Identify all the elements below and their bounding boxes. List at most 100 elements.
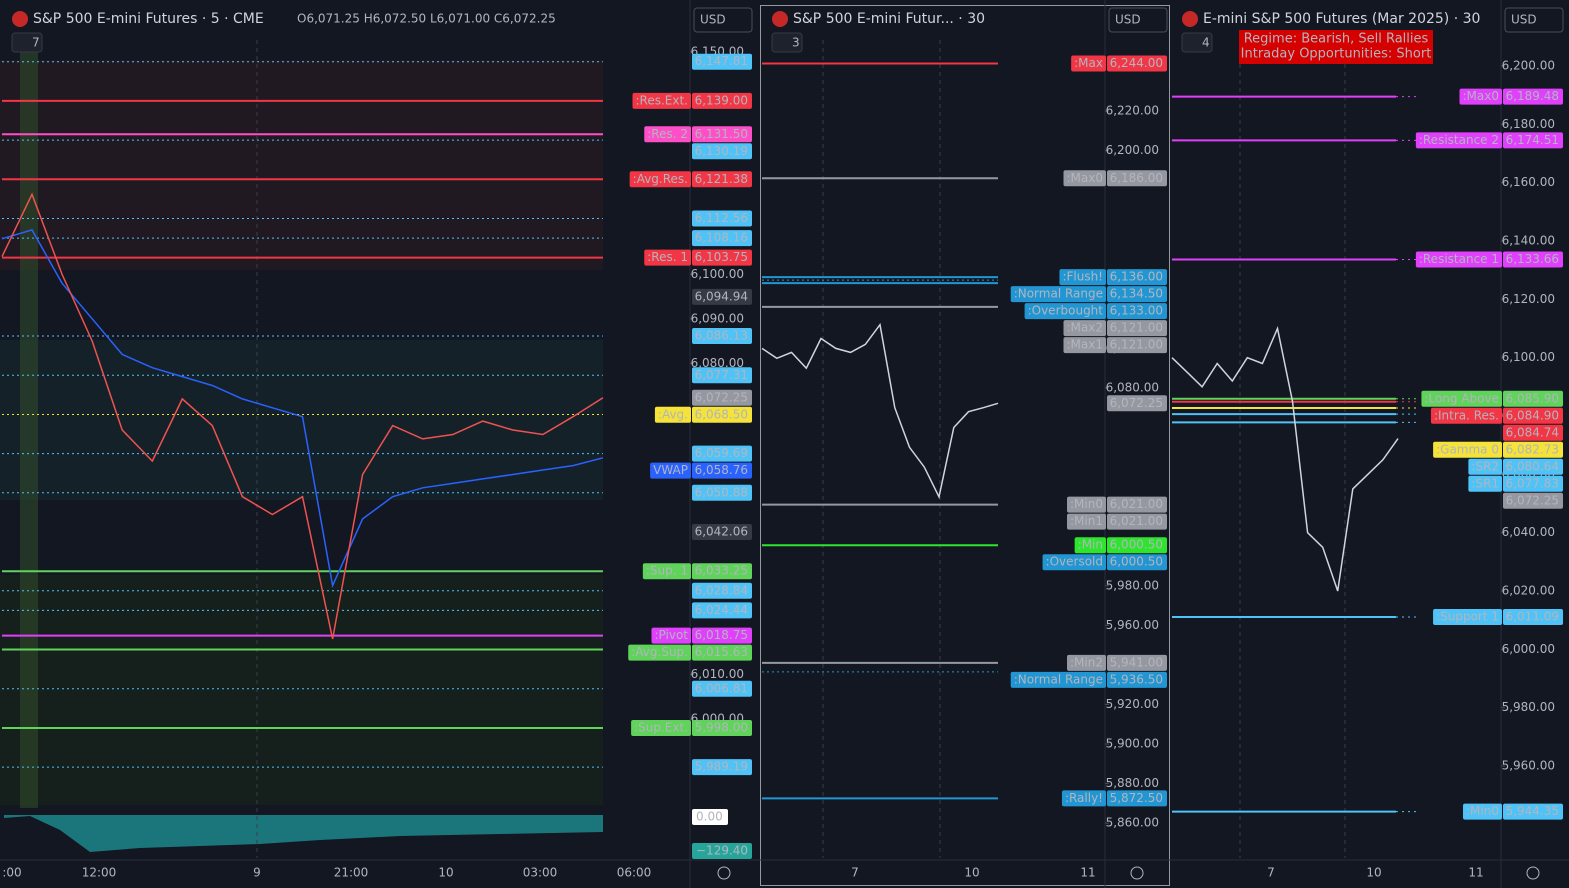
level-name: :Resistance 2 bbox=[1419, 133, 1499, 147]
level-name: :Min0 bbox=[1070, 497, 1103, 511]
price-label-box bbox=[692, 627, 752, 644]
price-label-box bbox=[1107, 395, 1167, 412]
level-name-box bbox=[1415, 251, 1502, 268]
price-label-box bbox=[1107, 671, 1167, 688]
currency-select[interactable] bbox=[1108, 7, 1168, 33]
time-label: 10 bbox=[964, 866, 979, 880]
price-label-box bbox=[692, 524, 752, 541]
price-label-box bbox=[692, 680, 752, 697]
price-label-box bbox=[1107, 320, 1167, 337]
price-label-box bbox=[692, 53, 752, 70]
level-name: :Rally! bbox=[1065, 791, 1103, 805]
time-label: 12:00 bbox=[82, 866, 117, 880]
price-label-box bbox=[692, 406, 752, 423]
level-name-box bbox=[1024, 303, 1106, 320]
level-name: :Max2 bbox=[1067, 321, 1104, 335]
indicator-count: 7 bbox=[32, 36, 40, 50]
price-label: 5,941.00 bbox=[1110, 655, 1163, 669]
price-line bbox=[1171, 326, 1399, 592]
price-label-box bbox=[1107, 269, 1167, 286]
panel-title[interactable]: S&P 500 E-mini Futur... · 30 bbox=[793, 11, 985, 27]
level-name: :Normal Range bbox=[1014, 672, 1103, 686]
price-label: 6,006.81 bbox=[695, 681, 748, 695]
level-name-box bbox=[1415, 132, 1502, 149]
currency-select[interactable] bbox=[1504, 7, 1564, 33]
price-label: 6,077.31 bbox=[695, 368, 748, 382]
indicators-toggle[interactable] bbox=[1181, 32, 1213, 53]
panel-title[interactable]: S&P 500 E-mini Futures · 5 · CME bbox=[33, 11, 264, 27]
settings-icons[interactable] bbox=[717, 866, 1540, 880]
price-label-box bbox=[692, 719, 752, 736]
price-label: 6,000.50 bbox=[1110, 538, 1163, 552]
settings-icon[interactable] bbox=[717, 866, 731, 880]
price-label: 6,028.84 bbox=[695, 583, 748, 597]
level-name: :Max0 bbox=[1463, 89, 1500, 103]
symbol-logo bbox=[772, 11, 788, 27]
level-name-box bbox=[1468, 475, 1502, 492]
price-label: 6,121.00 bbox=[1110, 338, 1163, 352]
price-label-box bbox=[692, 328, 752, 345]
price-label-box bbox=[692, 249, 752, 266]
price-label-box bbox=[692, 582, 752, 599]
price-label-box bbox=[1503, 390, 1563, 407]
price-label-box bbox=[1503, 132, 1563, 149]
time-label: 10 bbox=[1366, 866, 1381, 880]
level-name: :Gamma 0 bbox=[1436, 442, 1499, 456]
price-label-box bbox=[692, 288, 752, 305]
price-label: 6,147.81 bbox=[695, 54, 748, 68]
level-name-box bbox=[1459, 88, 1502, 105]
price-label-box bbox=[1503, 251, 1563, 268]
level-name: :Max0 bbox=[1067, 171, 1104, 185]
price-label: 6,136.00 bbox=[1110, 270, 1163, 284]
time-label: 10 bbox=[438, 866, 453, 880]
panel-title[interactable]: E-mini S&P 500 Futures (Mar 2025) · 30 bbox=[1203, 11, 1480, 27]
price-label: 6,033.25 bbox=[695, 564, 748, 578]
indicator-count: 3 bbox=[792, 36, 800, 50]
time-label: 9 bbox=[253, 866, 261, 880]
settings-icon[interactable] bbox=[1526, 866, 1540, 880]
level-name-box bbox=[1463, 803, 1502, 820]
price-label: 6,024.44 bbox=[695, 603, 748, 617]
price-label: 6,021.00 bbox=[1110, 514, 1163, 528]
y-tick-label: 5,880.00 bbox=[1106, 776, 1159, 790]
y-tick-label: 5,980.00 bbox=[1502, 700, 1555, 714]
active-panel-border bbox=[760, 5, 1170, 886]
y-tick-label: 5,920.00 bbox=[1106, 697, 1159, 711]
price-label: 6,000.50 bbox=[1110, 555, 1163, 569]
price-label: 6,018.75 bbox=[695, 628, 748, 642]
session-band bbox=[20, 40, 38, 808]
currency-select[interactable] bbox=[693, 7, 753, 33]
price-label-box bbox=[692, 445, 752, 462]
support-zone bbox=[0, 575, 603, 805]
indicator-count: 4 bbox=[1202, 36, 1210, 50]
settings-icon[interactable] bbox=[1130, 866, 1144, 880]
level-name-box bbox=[629, 171, 691, 188]
price-label-box bbox=[1107, 496, 1167, 513]
time-label: 7 bbox=[1267, 866, 1275, 880]
price-label: 5,936.50 bbox=[1110, 672, 1163, 686]
price-label: 6,121.38 bbox=[695, 172, 748, 186]
indicators-toggle[interactable] bbox=[11, 32, 43, 53]
indicator-label: 0.00 bbox=[696, 810, 723, 824]
currency: USD bbox=[1115, 13, 1141, 27]
price-label: 6,094.94 bbox=[695, 289, 748, 303]
level-name: :Oversold bbox=[1046, 555, 1103, 569]
price-label: 6,072.25 bbox=[1506, 493, 1559, 507]
indicator-label-box bbox=[692, 809, 728, 825]
y-tick-label: 6,090.00 bbox=[691, 311, 744, 325]
level-name-box bbox=[1421, 390, 1502, 407]
y-tick-label: 5,960.00 bbox=[1502, 759, 1555, 773]
price-label: 6,021.00 bbox=[1110, 497, 1163, 511]
time-label: 7 bbox=[851, 866, 859, 880]
indicators-toggle[interactable] bbox=[771, 32, 803, 53]
level-name-box bbox=[1468, 458, 1502, 475]
level-name-box bbox=[1010, 286, 1106, 303]
y-tick-label: 6,020.00 bbox=[1502, 584, 1555, 598]
currency: USD bbox=[1511, 13, 1537, 27]
y-tick-label: 5,960.00 bbox=[1106, 618, 1159, 632]
level-name: :Long Above bbox=[1424, 391, 1499, 405]
level-name: :Res. 1 bbox=[647, 250, 688, 264]
price-label: 6,133.00 bbox=[1110, 304, 1163, 318]
level-name: :Flush! bbox=[1062, 270, 1103, 284]
